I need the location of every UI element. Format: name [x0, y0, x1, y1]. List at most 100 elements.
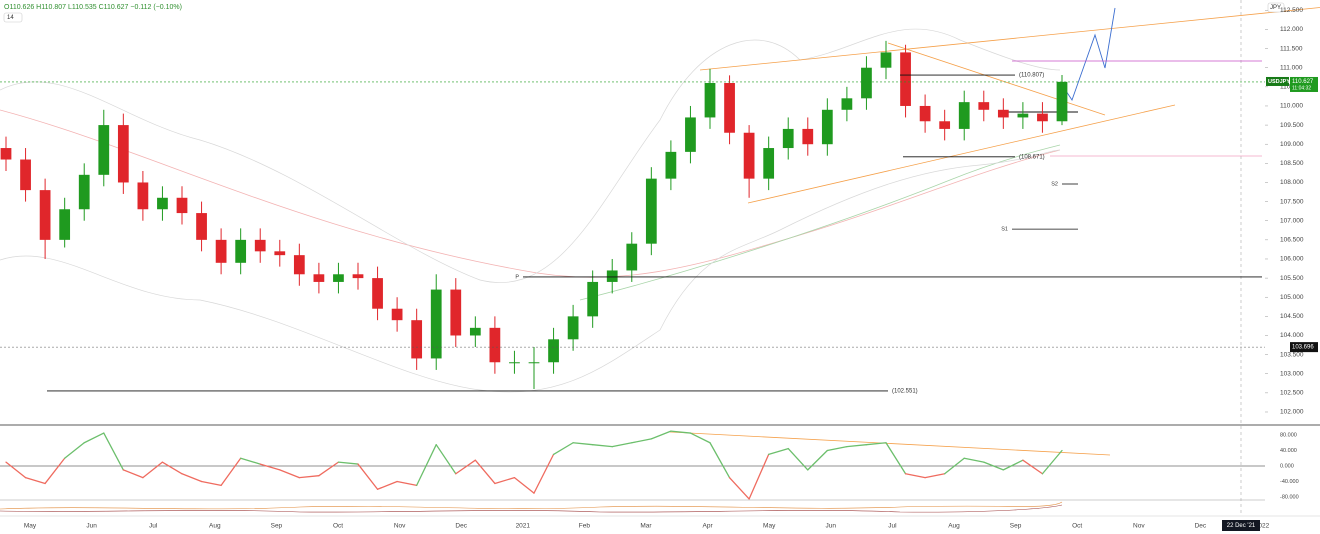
oscillator-segment: [1002, 459, 1024, 471]
x-tick-label: Dec: [455, 523, 467, 530]
y-tick-label: 103.000: [1280, 370, 1304, 377]
ohlc-readout: O110.626 H110.807 L110.535 C110.627 −0.1…: [4, 4, 182, 11]
oscillator-segment: [768, 447, 789, 456]
candle-body: [900, 52, 911, 106]
candle-body: [821, 109, 833, 145]
collapse-button[interactable]: [3, 12, 23, 23]
moving-average: [0, 109, 1061, 278]
cursor-tag: [1222, 520, 1260, 531]
y-tick-label: -40.000: [1280, 479, 1299, 485]
candle-body: [509, 362, 520, 364]
x-tick-label: Sep: [271, 523, 283, 530]
oscillator-segment: [611, 442, 633, 448]
y-tick-label: -80.000: [1280, 494, 1299, 500]
pivot-label: S2: [1051, 181, 1058, 187]
oscillator-segment: [865, 442, 887, 446]
oscillator-segment: [513, 476, 535, 494]
oscillator-segment: [337, 461, 359, 465]
candle-body: [587, 281, 599, 317]
candle-body: [254, 239, 266, 252]
x-tick-label: Oct: [1072, 523, 1082, 530]
pivot-label: P: [515, 274, 519, 280]
y-tick-label: 105.000: [1280, 294, 1304, 301]
symbol-tag: [1266, 76, 1289, 86]
y-tick-label: 108.000: [1280, 179, 1304, 186]
oscillator-segment: [1022, 459, 1044, 475]
x-tick-label: Aug: [948, 523, 960, 530]
channel-line: [747, 104, 1176, 204]
y-tick-label: 107.500: [1280, 198, 1304, 205]
y-tick-label: 104.500: [1280, 313, 1304, 320]
candle-body: [0, 148, 12, 160]
y-tick-label: 107.000: [1280, 217, 1304, 224]
candle-body: [117, 125, 129, 183]
oscillator-segment: [240, 457, 261, 465]
x-tick-label: 2022: [1255, 523, 1270, 530]
price-label: 110.627: [1292, 79, 1314, 85]
oscillator-segment: [1041, 449, 1063, 475]
candle-body: [411, 320, 423, 359]
candle-body: [665, 151, 677, 179]
oscillator-segment: [396, 480, 418, 487]
x-tick-label: Nov: [394, 523, 406, 530]
y-tick-label: 102.500: [1280, 390, 1304, 397]
y-tick-label: 105.500: [1280, 275, 1304, 282]
x-tick-label: Jun: [826, 523, 837, 530]
candle-body: [939, 121, 951, 129]
oscillator-segment: [161, 461, 183, 475]
oscillator-segment: [709, 442, 731, 479]
x-tick-label: Jul: [149, 523, 158, 530]
oscillator-segment: [885, 442, 907, 475]
candle-body: [704, 83, 716, 118]
y-tick-label: 110.000: [1280, 103, 1303, 110]
x-tick-label: Mar: [640, 523, 652, 530]
candle-body: [685, 117, 696, 152]
oscillator-segment: [279, 469, 300, 479]
y-tick-label: 80.000: [1280, 432, 1297, 438]
interval-label[interactable]: 14: [7, 15, 14, 21]
oscillator-segment: [83, 432, 105, 444]
candle-body: [176, 197, 188, 214]
candle-body: [59, 209, 71, 240]
oscillator-segment: [64, 442, 85, 459]
candle-body: [293, 255, 305, 275]
candle-body: [724, 83, 735, 133]
candle-body: [782, 128, 794, 149]
candle-body: [997, 109, 1009, 118]
candle-body: [567, 316, 579, 340]
oscillator-segment: [592, 444, 613, 448]
oscillator-segment: [572, 442, 594, 446]
y-tick-label: 102.000: [1280, 409, 1304, 416]
oscillator-segment: [787, 447, 809, 471]
y-tick-label: 40.000: [1280, 448, 1297, 454]
countdown-label: 11:04:32: [1292, 85, 1311, 91]
candle-body: [313, 274, 325, 282]
candle-body: [20, 159, 31, 191]
candle-body: [39, 190, 51, 240]
y-tick-label: 109.500: [1280, 122, 1304, 129]
x-tick-label: May: [24, 523, 37, 530]
oscillator-segment: [181, 473, 203, 483]
oscillator-segment: [318, 461, 340, 477]
candle-body: [333, 274, 344, 282]
oscillator-segment: [846, 444, 868, 448]
oscillator-segment: [728, 476, 750, 500]
oscillator-segment: [5, 461, 27, 479]
oscillator-segment: [807, 449, 828, 471]
candle-body: [958, 102, 970, 129]
oscillator-segment: [200, 480, 222, 487]
currency-button[interactable]: [1267, 2, 1285, 13]
oscillator-segment: [376, 480, 398, 490]
oscillator-segment: [357, 463, 379, 490]
y-tick-label: 106.500: [1280, 237, 1304, 244]
candle-body: [235, 239, 247, 263]
marked-price-tag: [1290, 342, 1318, 353]
channel-line: [699, 7, 1320, 71]
oscillator-segment: [259, 463, 281, 471]
x-tick-label: 2021: [516, 523, 531, 530]
y-tick-label: 112.500: [1280, 7, 1303, 14]
bollinger-band: [0, 28, 1061, 283]
currency-label[interactable]: JPY: [1270, 5, 1281, 11]
